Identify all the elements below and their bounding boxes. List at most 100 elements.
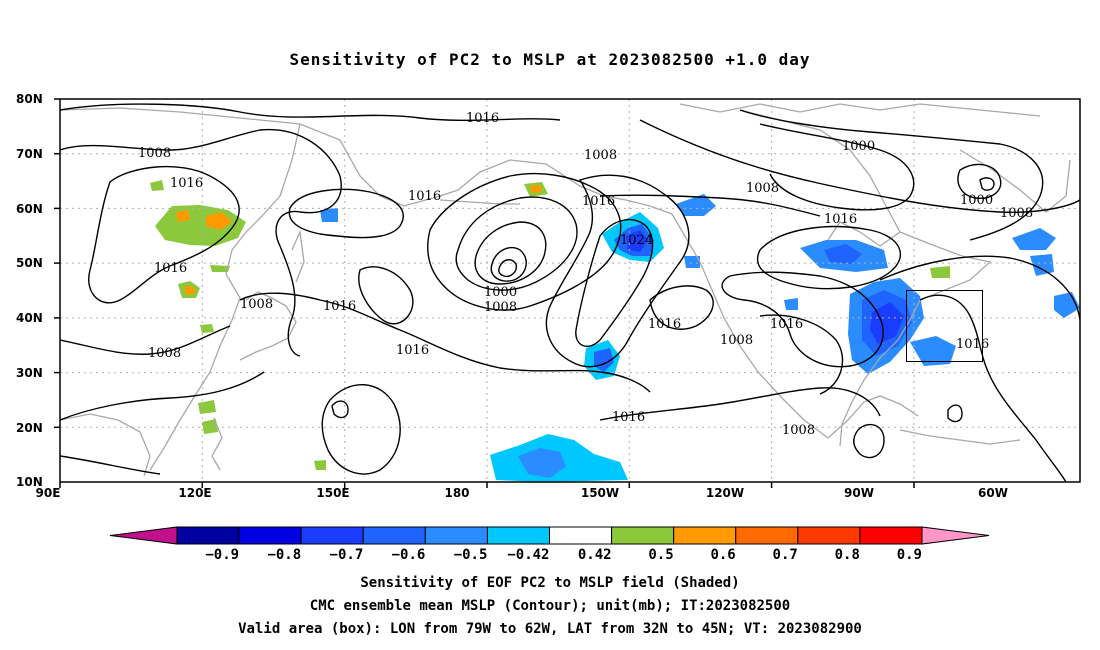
colorbar-bin — [735, 526, 799, 545]
mslp-contour — [427, 172, 622, 311]
sensitivity-patch — [176, 210, 190, 222]
contour-label: 1016 — [466, 111, 499, 126]
sensitivity-patch — [200, 324, 214, 333]
mslp-contour — [60, 103, 561, 121]
sensitivity-patch — [518, 448, 566, 478]
colorbar-bin — [859, 526, 923, 545]
sensitivity-patch — [150, 180, 164, 191]
colorbar-extend-high — [921, 526, 990, 545]
sensitivity-patch — [198, 400, 216, 414]
sensitivity-patch — [184, 286, 196, 295]
contour-label: 1016 — [396, 343, 429, 358]
sensitivity-patch — [626, 230, 648, 252]
mslp-contour — [60, 128, 342, 357]
coastline-philippines — [211, 417, 223, 471]
mslp-contour — [60, 455, 161, 475]
map-title: Sensitivity of PC2 to MSLP at 2023082500… — [289, 50, 811, 69]
mslp-contour — [759, 314, 844, 395]
mslp-contour — [639, 119, 1080, 214]
contour-label: 1016 — [408, 189, 441, 204]
lon-label: 150W — [581, 486, 619, 500]
coastline-arctic — [679, 103, 1041, 117]
colorbar-label: −0.7 — [330, 547, 364, 563]
mslp-contour — [947, 404, 963, 423]
mslp-contour — [321, 384, 401, 475]
colorbar-label: −0.8 — [267, 547, 301, 563]
contour-label: 1008 — [240, 297, 273, 312]
coastline-alaska — [457, 159, 673, 215]
mslp-contour — [474, 221, 547, 285]
colorbar-label: −0.5 — [454, 547, 488, 563]
contour-label: 1016 — [770, 317, 803, 332]
colorbar-bin — [238, 526, 302, 545]
mslp-contour — [979, 177, 995, 191]
sensitivity-patch — [684, 256, 700, 268]
coastline-aleutians — [439, 199, 520, 205]
lat-label: 40N — [16, 311, 43, 325]
lon-label: 120E — [178, 486, 211, 500]
mslp-contour — [721, 271, 884, 368]
sensitivity-patch — [1030, 254, 1054, 276]
mslp-contour — [853, 423, 885, 459]
contour-labels: 1016 1008 1016 1016 1008 1008 1016 1016 … — [138, 111, 1033, 438]
sensitivity-patch — [930, 266, 950, 278]
mslp-contour — [575, 218, 654, 348]
colorbar-bin — [486, 526, 550, 545]
latitude-labels: 80N 70N 60N 50N 40N 30N 20N 10N — [16, 92, 43, 489]
coastline-north-america-west — [671, 213, 829, 439]
lat-label: 50N — [16, 256, 43, 270]
sensitivity-patch — [202, 419, 218, 434]
sensitivity-patch — [1012, 228, 1056, 250]
lon-label: 90W — [844, 486, 874, 500]
contour-label: 1016 — [170, 176, 203, 191]
colorbar-label: 0.7 — [773, 547, 798, 563]
coastline-indochina — [60, 413, 151, 477]
coastline-caribbean — [899, 429, 1021, 445]
caption-shading: Sensitivity of EOF PC2 to MSLP field (Sh… — [360, 575, 740, 591]
contour-label: 1008 — [720, 333, 753, 348]
coastlines — [60, 103, 1071, 477]
colorbar-bin — [176, 526, 240, 545]
colorbar-label: 0.6 — [710, 547, 735, 563]
colorbar-label: −0.9 — [205, 547, 239, 563]
sensitivity-patch — [910, 336, 956, 366]
colorbar-bin — [424, 526, 488, 545]
coastline-asia — [60, 107, 459, 207]
lat-label: 10N — [16, 475, 43, 489]
mslp-contour — [288, 188, 404, 239]
lat-label: 20N — [16, 421, 43, 435]
sensitivity-patch — [784, 298, 798, 310]
mslp-contour — [957, 163, 1002, 199]
mslp-contour — [239, 292, 651, 393]
coastline-hudson-bay — [739, 109, 901, 247]
coastline-gulf-mexico — [827, 395, 919, 439]
sensitivity-patch — [210, 265, 230, 272]
mslp-contour — [739, 109, 1044, 241]
contour-label: 1008 — [148, 346, 181, 361]
longitude-labels: 90E 120E 150E 180 150W 120W 90W 60W — [36, 486, 1008, 500]
caption-valid-area: Valid area (box): LON from 79W to 62W, L… — [238, 621, 862, 637]
contour-label: 1000 — [842, 139, 875, 154]
contour-label: 1008 — [138, 146, 171, 161]
contour-label: 1016 — [648, 317, 681, 332]
contour-label: 1008 — [584, 148, 617, 163]
colorbar-bin — [673, 526, 737, 545]
mslp-contour — [879, 255, 1080, 321]
contour-label: 1016 — [824, 212, 857, 227]
graticule — [60, 99, 1080, 482]
contour-label: 1016 — [154, 261, 187, 276]
colorbar-label: 0.9 — [897, 547, 922, 563]
colorbar-bin — [300, 526, 364, 545]
contour-label: 1016 — [323, 299, 356, 314]
sensitivity-patch — [320, 208, 338, 222]
coastline-sakhalin — [291, 229, 305, 283]
contour-label: 1016 — [582, 194, 615, 209]
contour-label: 1008 — [782, 423, 815, 438]
sensitivity-patch — [530, 185, 542, 193]
sensitivity-patch — [824, 244, 862, 264]
lon-label: 120W — [706, 486, 744, 500]
contour-label: 1024 — [620, 233, 653, 248]
lat-label: 30N — [16, 366, 43, 380]
colorbar-label: 0.8 — [835, 547, 860, 563]
colorbar-bin — [549, 526, 613, 545]
